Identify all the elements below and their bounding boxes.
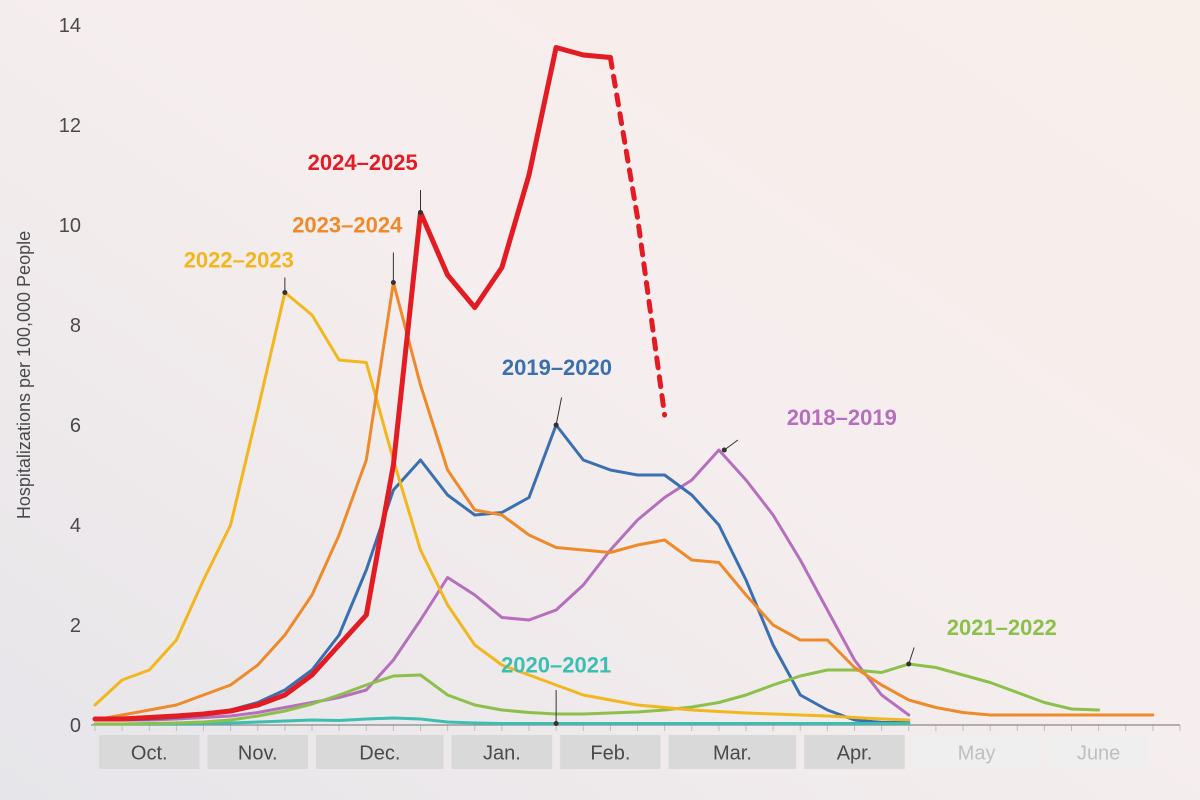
month-label: June bbox=[1077, 742, 1120, 764]
month-label: Apr. bbox=[837, 742, 873, 764]
chart-svg: Hospitalizations per 100,000 People 0 2 4 6… bbox=[0, 0, 1200, 800]
y-tick-label: 10 bbox=[59, 215, 81, 237]
y-tick-label: 2 bbox=[70, 615, 81, 637]
x-axis-week-ticks bbox=[95, 725, 1180, 731]
month-label: Mar. bbox=[713, 742, 752, 764]
month-label: Dec. bbox=[359, 742, 400, 764]
x-axis-month-boxes: Oct. Nov. Dec. Jan. Feb. Mar. Apr. May June bbox=[99, 735, 1149, 769]
callout-dot bbox=[391, 280, 396, 285]
callout-dot bbox=[554, 423, 559, 428]
y-tick-label: 12 bbox=[59, 115, 81, 137]
series-label-s2021_2022: 2021–2022 bbox=[947, 615, 1057, 640]
callout-dot bbox=[282, 290, 287, 295]
series-label-s2019_2020: 2019–2020 bbox=[502, 355, 612, 380]
callout-dot bbox=[906, 662, 911, 667]
y-tick-label: 6 bbox=[70, 415, 81, 437]
line-chart: Hospitalizations per 100,000 People 0 2 4 6… bbox=[0, 0, 1200, 800]
y-tick-label: 8 bbox=[70, 315, 81, 337]
y-tick-label: 4 bbox=[70, 515, 81, 537]
month-label: Jan. bbox=[483, 742, 521, 764]
callout-dot bbox=[554, 721, 559, 726]
month-label: Nov. bbox=[238, 742, 278, 764]
series-label-s2018_2019: 2018–2019 bbox=[787, 405, 897, 430]
series-label-s2023_2024: 2023–2024 bbox=[292, 213, 403, 238]
series-label-s2024_2025_solid: 2024–2025 bbox=[308, 150, 418, 175]
month-label: May bbox=[958, 742, 996, 764]
callout-dot bbox=[722, 448, 727, 453]
callout-dot bbox=[418, 210, 423, 215]
month-label: Feb. bbox=[590, 742, 630, 764]
y-tick-label: 0 bbox=[70, 715, 81, 737]
chart-background bbox=[0, 0, 1200, 800]
y-axis-title: Hospitalizations per 100,000 People bbox=[14, 231, 34, 519]
series-label-s2020_2021: 2020–2021 bbox=[501, 653, 611, 678]
y-tick-label: 14 bbox=[59, 15, 81, 37]
series-label-s2022_2023: 2022–2023 bbox=[184, 248, 294, 273]
month-label: Oct. bbox=[131, 742, 168, 764]
